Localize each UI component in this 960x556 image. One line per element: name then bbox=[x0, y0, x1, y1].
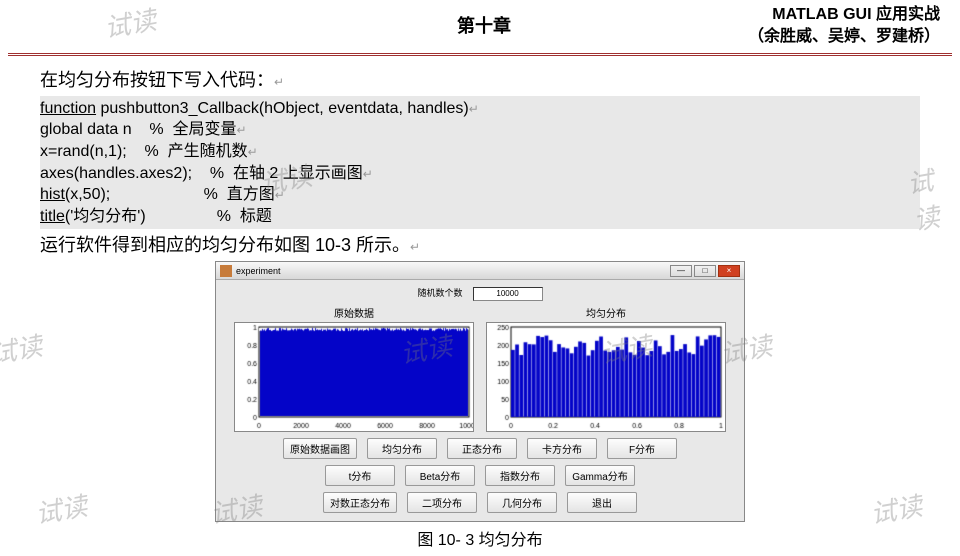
app-icon bbox=[220, 265, 232, 277]
dist-button[interactable]: F分布 bbox=[607, 438, 677, 459]
chart1-title: 原始数据 bbox=[234, 305, 474, 320]
authors: （余胜威、吴婷、罗建桥） bbox=[748, 26, 940, 48]
chart2-title: 均匀分布 bbox=[486, 305, 726, 320]
dist-button[interactable]: 几何分布 bbox=[487, 492, 557, 513]
dist-button[interactable]: Gamma分布 bbox=[565, 465, 635, 486]
close-button[interactable]: × bbox=[718, 265, 740, 277]
titlebar: experiment — □ × bbox=[216, 262, 744, 280]
dist-button[interactable]: 正态分布 bbox=[447, 438, 517, 459]
chapter-title: 第十章 bbox=[457, 4, 511, 38]
input-label: 随机数个数 bbox=[417, 288, 462, 298]
chart2-canvas bbox=[486, 322, 726, 432]
gui-window: experiment — □ × 随机数个数 10000 原始数据 均匀分布 bbox=[215, 261, 745, 522]
maximize-button[interactable]: □ bbox=[694, 265, 716, 277]
dist-button[interactable]: t分布 bbox=[325, 465, 395, 486]
dist-button[interactable]: 对数正态分布 bbox=[323, 492, 397, 513]
figure-caption: 图 10- 3 均匀分布 bbox=[40, 526, 920, 550]
dist-button[interactable]: 卡方分布 bbox=[527, 438, 597, 459]
chart1-canvas bbox=[234, 322, 474, 432]
code-block: function pushbutton3_Callback(hObject, e… bbox=[40, 96, 920, 230]
count-input[interactable]: 10000 bbox=[473, 287, 543, 301]
dist-button[interactable]: 退出 bbox=[567, 492, 637, 513]
dist-button[interactable]: 二项分布 bbox=[407, 492, 477, 513]
dist-button[interactable]: 指数分布 bbox=[485, 465, 555, 486]
result-text: 运行软件得到相应的均匀分布如图 10-3 所示。↵ bbox=[40, 231, 920, 257]
book-title: MATLAB GUI 应用实战 bbox=[748, 4, 940, 26]
header-rule bbox=[8, 53, 952, 56]
section-title: 在均匀分布按钮下写入代码：↵ bbox=[40, 66, 920, 92]
window-title: experiment bbox=[236, 266, 281, 276]
dist-button[interactable]: Beta分布 bbox=[405, 465, 475, 486]
dist-button[interactable]: 原始数据画图 bbox=[283, 438, 357, 459]
dist-button[interactable]: 均匀分布 bbox=[367, 438, 437, 459]
minimize-button[interactable]: — bbox=[670, 265, 692, 277]
